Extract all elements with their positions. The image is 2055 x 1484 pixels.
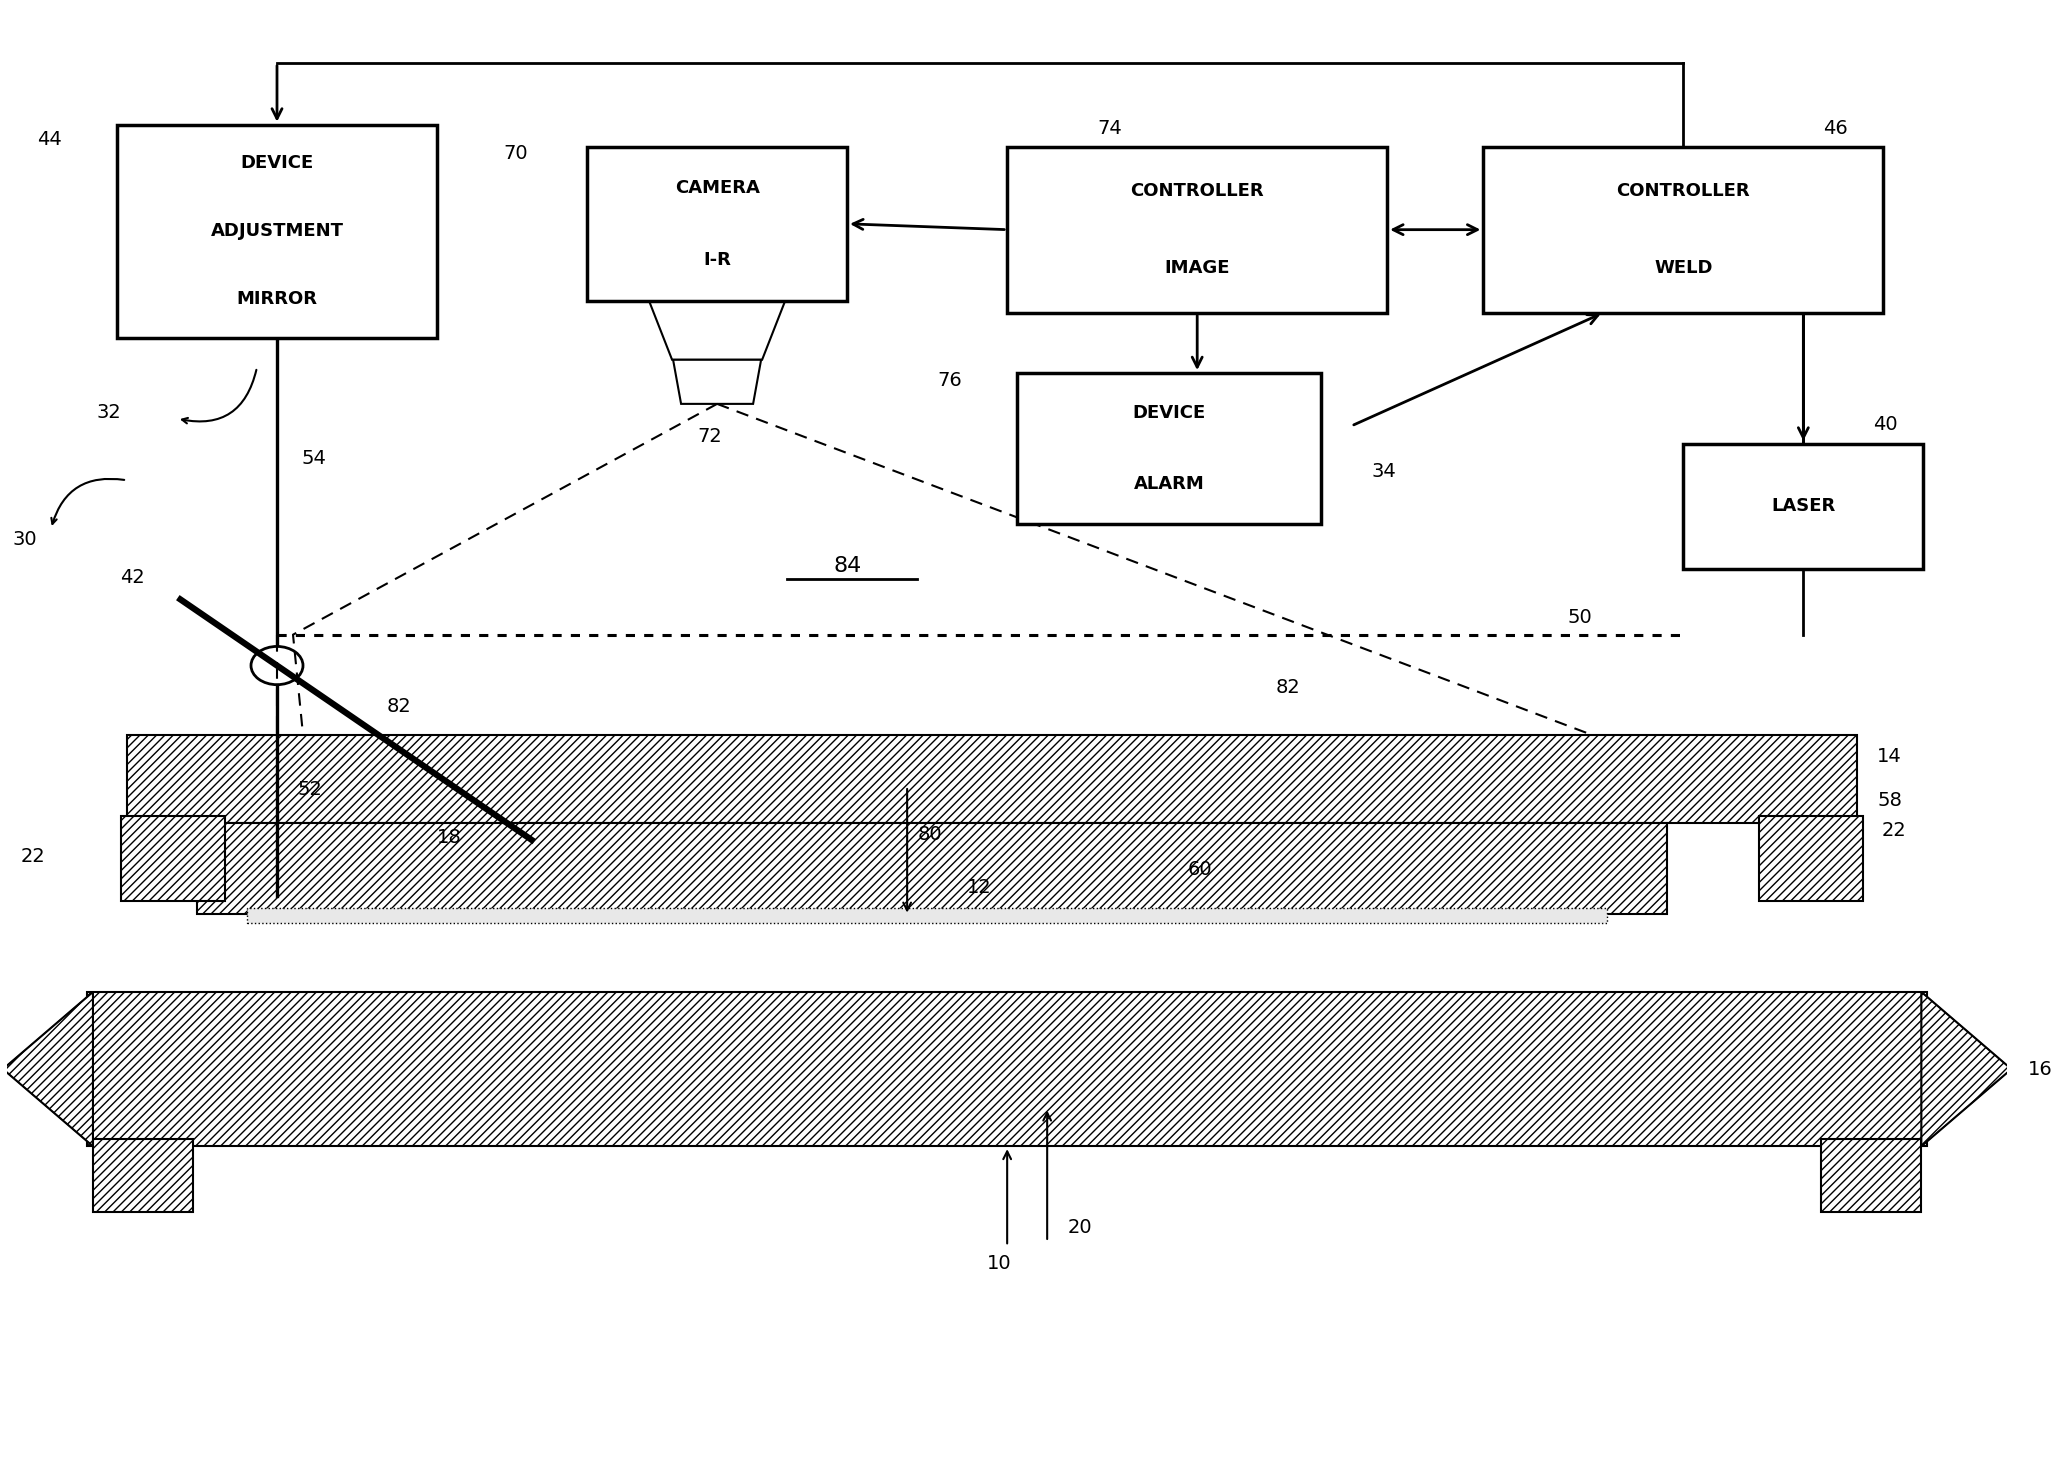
Text: ALARM: ALARM xyxy=(1134,475,1204,493)
Text: 80: 80 xyxy=(917,825,941,844)
Text: 12: 12 xyxy=(968,879,993,896)
Text: 46: 46 xyxy=(1823,120,1847,138)
Bar xyxy=(1484,147,1882,313)
Bar xyxy=(1017,372,1321,524)
Text: MIRROR: MIRROR xyxy=(236,289,319,307)
Bar xyxy=(1759,816,1864,901)
Text: DEVICE: DEVICE xyxy=(240,154,314,172)
Text: 70: 70 xyxy=(503,144,528,163)
Text: 50: 50 xyxy=(1568,607,1593,626)
Text: ADJUSTMENT: ADJUSTMENT xyxy=(210,223,343,240)
Text: I-R: I-R xyxy=(703,251,732,269)
Text: 16: 16 xyxy=(2028,1060,2053,1079)
Polygon shape xyxy=(674,359,760,404)
Bar xyxy=(117,125,438,338)
Text: 82: 82 xyxy=(1276,678,1301,697)
Bar xyxy=(92,1138,193,1212)
Text: DEVICE: DEVICE xyxy=(1132,405,1206,423)
Text: 76: 76 xyxy=(937,371,962,390)
Text: LASER: LASER xyxy=(1771,497,1835,515)
Text: CONTROLLER: CONTROLLER xyxy=(1130,183,1264,200)
Bar xyxy=(247,908,1607,923)
Text: 82: 82 xyxy=(386,697,411,717)
Bar xyxy=(86,991,1928,1146)
Bar xyxy=(1683,444,1923,568)
Text: 32: 32 xyxy=(97,404,121,421)
Polygon shape xyxy=(2,991,92,1146)
Text: 52: 52 xyxy=(298,779,323,798)
Text: 40: 40 xyxy=(1874,416,1899,433)
Text: 60: 60 xyxy=(1188,861,1212,880)
Polygon shape xyxy=(1921,991,2012,1146)
Text: 58: 58 xyxy=(1878,791,1903,810)
Text: 74: 74 xyxy=(1097,120,1122,138)
Text: 54: 54 xyxy=(300,448,327,467)
Text: 42: 42 xyxy=(121,568,146,586)
Bar xyxy=(588,147,847,301)
Text: 22: 22 xyxy=(1880,821,1907,840)
Text: CONTROLLER: CONTROLLER xyxy=(1617,183,1751,200)
Text: 20: 20 xyxy=(1067,1218,1091,1236)
Bar xyxy=(121,816,224,901)
Bar xyxy=(1821,1138,1921,1212)
Text: 18: 18 xyxy=(438,828,462,847)
Text: CAMERA: CAMERA xyxy=(674,180,760,197)
Bar xyxy=(127,735,1858,822)
Text: WELD: WELD xyxy=(1654,260,1712,278)
Text: 44: 44 xyxy=(37,129,62,148)
Text: 14: 14 xyxy=(1878,748,1903,766)
Text: 84: 84 xyxy=(832,555,861,576)
Polygon shape xyxy=(649,301,785,359)
Text: IMAGE: IMAGE xyxy=(1165,260,1231,278)
Text: 72: 72 xyxy=(697,427,721,445)
Text: 30: 30 xyxy=(12,530,37,549)
Bar xyxy=(197,822,1667,914)
Text: 22: 22 xyxy=(21,847,45,867)
Text: 10: 10 xyxy=(986,1254,1011,1273)
Bar xyxy=(1007,147,1387,313)
Text: 34: 34 xyxy=(1371,462,1395,481)
